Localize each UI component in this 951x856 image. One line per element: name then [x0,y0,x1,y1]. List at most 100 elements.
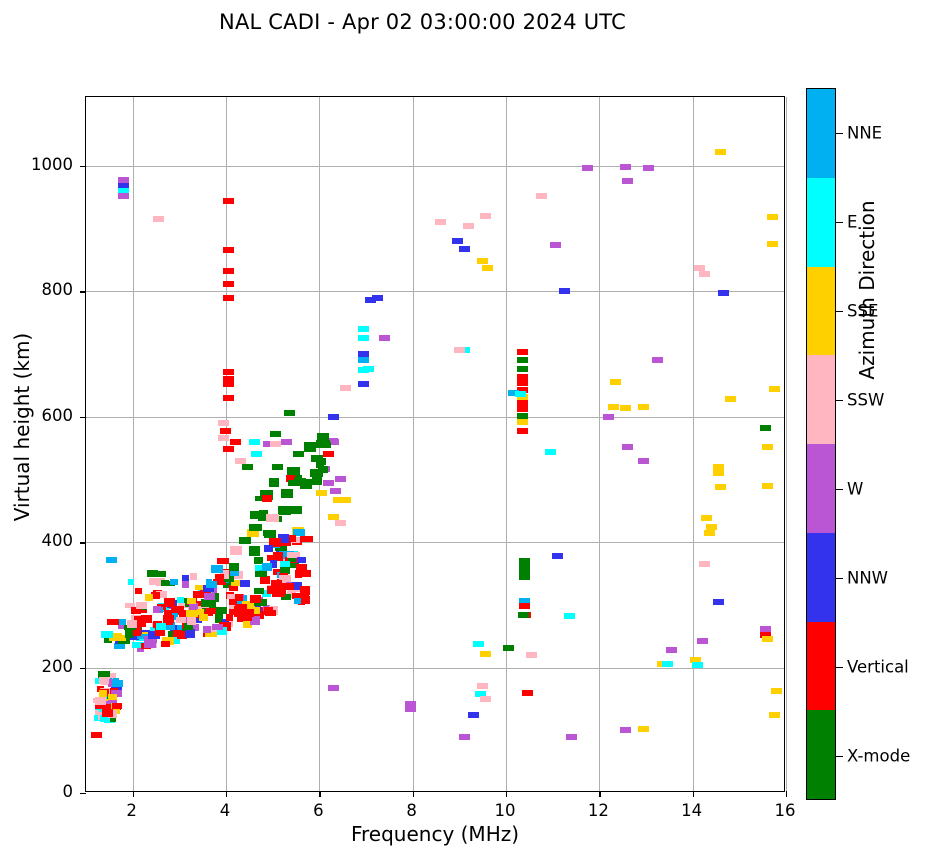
data-point [176,624,185,633]
data-point [638,457,650,464]
data-point [101,631,114,639]
colorbar-tick [836,488,843,490]
data-point [230,545,243,555]
x-tick-label: 16 [774,801,796,820]
figure-title: NAL CADI - Apr 02 03:00:00 2024 UTC [219,10,626,34]
data-point [479,650,491,657]
data-point [223,573,234,582]
data-point [404,705,416,712]
data-point [652,357,664,364]
colorbar-segment-nnw[interactable] [807,532,835,622]
data-point [519,603,531,610]
data-point [698,270,710,277]
data-point [269,431,281,438]
data-point [603,413,615,420]
colorbar-segment-e[interactable] [807,177,835,267]
data-point [270,559,278,568]
data-point [168,630,177,637]
gridline-vertical [412,97,414,791]
data-point [558,288,570,295]
data-point [98,690,107,698]
data-point [225,614,233,622]
colorbar[interactable] [806,88,836,800]
data-point [262,441,274,448]
data-point [292,582,303,590]
data-point [477,258,489,265]
data-point [318,466,329,474]
colorbar-label-ssw: SSW [847,390,885,409]
data-point [619,727,631,734]
data-point [101,708,113,717]
data-point [507,389,519,396]
data-point [192,591,201,599]
data-point [326,437,338,444]
data-point [241,463,253,470]
data-point [518,611,530,618]
data-point [106,556,118,563]
colorbar-segment-sse[interactable] [807,266,835,356]
gridline-horizontal [86,416,784,418]
data-point [185,628,196,638]
colorbar-segment-w[interactable] [807,444,835,533]
data-point [240,580,251,588]
data-point [516,427,528,434]
data-point [519,569,531,576]
data-point [768,386,780,393]
data-point [339,496,351,503]
data-point [226,594,236,600]
data-point [516,418,528,425]
data-point [315,457,326,465]
data-point [162,615,174,624]
y-tick-label: 600 [41,405,74,425]
data-point [551,552,563,559]
data-point [301,570,311,578]
data-point [234,457,246,464]
gridline-vertical [132,97,134,791]
data-point [293,597,301,604]
data-point [451,238,463,245]
data-point [114,642,126,649]
data-point [164,622,175,631]
data-point [299,585,310,595]
colorbar-tick [836,399,843,401]
data-point [222,446,234,453]
data-point [222,268,234,275]
data-point [502,644,514,651]
data-point [164,610,173,618]
data-point [186,597,196,604]
data-point [231,580,245,587]
data-point [127,578,134,585]
data-point [283,582,295,590]
x-tick-label: 14 [681,801,703,820]
data-point [287,554,296,562]
colorbar-segment-vertical[interactable] [807,621,835,711]
data-point [712,599,724,606]
data-point [210,565,223,574]
gridline-vertical [786,97,787,791]
data-point [218,420,230,427]
data-point [289,561,299,568]
data-point [292,528,305,536]
y-tick [80,165,86,168]
x-tick-label: 2 [126,801,137,820]
x-tick [506,791,508,797]
data-point [152,215,164,222]
colorbar-segment-nne[interactable] [807,89,835,178]
data-point [273,568,284,575]
data-point [607,403,619,410]
colorbar-segment-x-mode[interactable] [807,710,835,799]
colorbar-tick [836,310,843,312]
x-tick [132,791,135,797]
data-point [365,297,377,304]
data-point [642,165,654,172]
data-point [463,223,475,230]
data-point [215,614,224,624]
data-point [117,183,129,190]
data-point [156,570,167,577]
data-point [112,702,122,709]
data-point [309,469,323,478]
colorbar-segment-ssw[interactable] [807,355,835,444]
data-point [149,627,157,634]
y-tick [80,416,86,419]
data-point [768,712,780,719]
